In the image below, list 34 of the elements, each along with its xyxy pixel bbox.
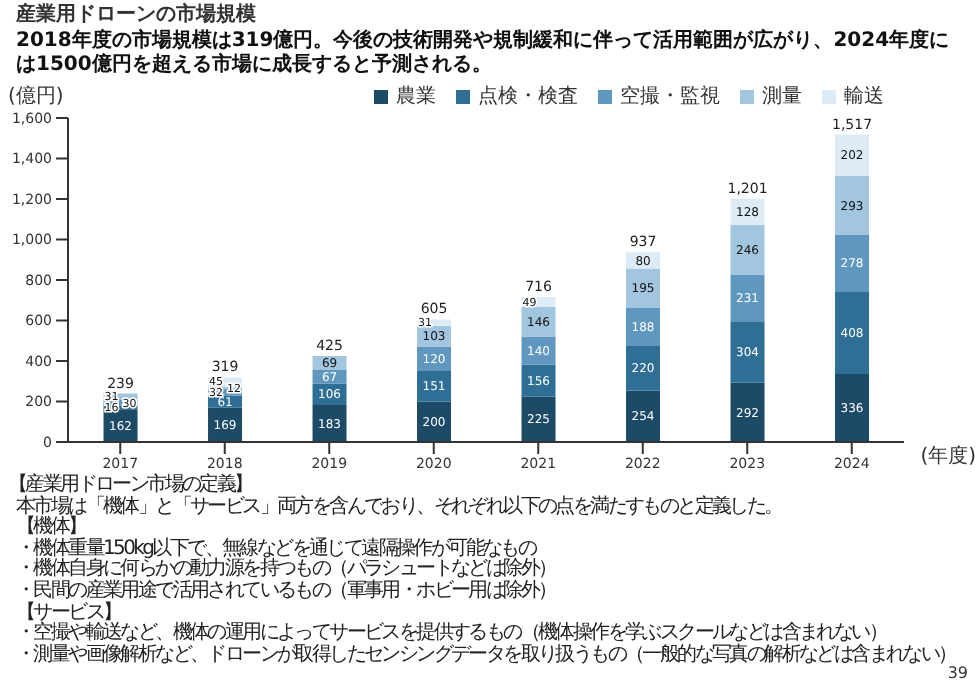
text: 本市場は「機体」と「サービス」両方を含んでおり、それぞれ以下の点を満たすものと定義した。: [14, 495, 784, 518]
x-axis-title: (年度): [920, 443, 976, 470]
bar: [730, 274, 765, 322]
legend-label: 空撮・監視: [620, 86, 720, 108]
chart-title: 産業用ドローンの市場規模: [14, 0, 258, 28]
bar: [835, 291, 870, 374]
bar: [417, 370, 452, 402]
legend-label: 農業: [396, 86, 436, 108]
text: 【サービス】: [14, 601, 121, 624]
text: 【産業用ドローン市場の定義】: [8, 474, 254, 496]
bar: [730, 321, 765, 383]
bar: [835, 373, 870, 442]
legend-label: 点検・検査: [478, 86, 578, 108]
bar: [835, 235, 870, 292]
text: ・測量や画像解析など、ドローンが取得したセンシングデータを取り扱うもの（一般的な写真の解析などは含まれない）: [14, 643, 958, 666]
bar: [626, 390, 661, 442]
legend-label: 測量: [762, 86, 802, 108]
bar: [521, 336, 556, 365]
text: ・機体自身に何らかの動力源を持つもの（パラシュートなどは除外）: [14, 558, 558, 581]
bar: [626, 346, 661, 391]
text: ・空撮や輸送など、機体の運用によってサービスを提供するもの（機体操作を学ぶスクールなどは含まれない）: [14, 622, 889, 645]
bar: [730, 382, 765, 442]
text: ・民間の産業用途で活用されているもの（軍事用・ホビー用は除外）: [14, 579, 558, 602]
legend-label: 輸送: [844, 86, 884, 108]
bar: [835, 134, 870, 176]
bar: [835, 175, 870, 236]
chart-subtitle: 2018年度の市場規模は319億円。今後の技術開発や規制緩和に伴って活用範囲が広がり、2024年度には1500億円を超える市場に成長すると予測される。: [14, 28, 952, 78]
bar: [626, 268, 661, 308]
text: 【機体】: [14, 516, 86, 539]
text: ・機体重量150kg以下で、無線などを通じて遠隔操作が可能なもの: [14, 537, 537, 560]
bar: [730, 224, 765, 275]
text: 39: [947, 664, 968, 682]
y-axis-title: (億円): [8, 83, 64, 110]
bar: [521, 396, 556, 442]
